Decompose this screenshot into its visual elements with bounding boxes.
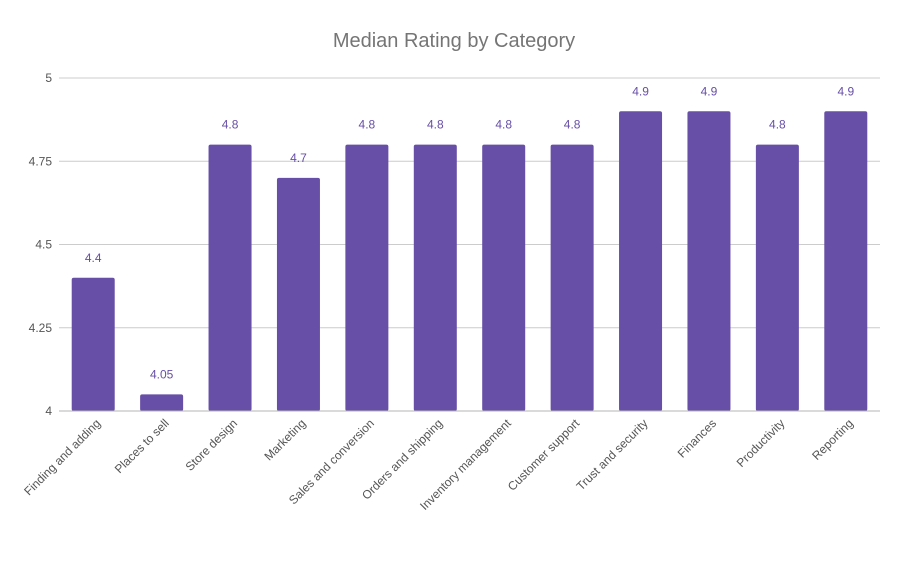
y-axis-ticks: 4 4.25 4.5 4.75 5 bbox=[29, 71, 53, 418]
y-tick-label: 4.75 bbox=[29, 154, 53, 168]
data-label: 4.9 bbox=[837, 84, 854, 98]
x-axis-labels: Finding and adding Places to sell Store de… bbox=[21, 416, 856, 513]
bar bbox=[550, 144, 594, 411]
bar bbox=[208, 144, 252, 411]
y-tick-label: 4.5 bbox=[35, 238, 52, 252]
data-label: 4.8 bbox=[769, 118, 786, 132]
x-tick-label: Productivity bbox=[734, 416, 788, 470]
y-tick-label: 4.25 bbox=[29, 321, 53, 335]
bar bbox=[71, 277, 115, 411]
chart-title: Median Rating by Category bbox=[333, 30, 575, 52]
bar bbox=[140, 394, 184, 411]
x-tick-label: Trust and security bbox=[574, 416, 651, 493]
data-label: 4.9 bbox=[701, 84, 718, 98]
x-tick-label: Reporting bbox=[809, 416, 856, 463]
data-labels: 4.4 4.05 4.8 4.7 4.8 4.8 4.8 4.8 4.9 4.9 4.8 4.9 bbox=[85, 84, 855, 381]
x-tick-label: Finding and adding bbox=[21, 416, 103, 498]
bar bbox=[824, 111, 868, 412]
data-label: 4.8 bbox=[427, 118, 444, 132]
bar bbox=[482, 144, 526, 411]
bar bbox=[345, 144, 389, 411]
y-tick-label: 4 bbox=[45, 404, 52, 418]
x-tick-label: Customer support bbox=[505, 416, 583, 494]
bar bbox=[687, 111, 731, 412]
bar bbox=[413, 144, 457, 411]
data-label: 4.8 bbox=[495, 118, 512, 132]
data-label: 4.8 bbox=[222, 118, 239, 132]
data-label: 4.9 bbox=[632, 84, 649, 98]
gridlines bbox=[59, 77, 880, 329]
bars bbox=[71, 111, 868, 412]
data-label: 4.7 bbox=[290, 151, 307, 165]
x-tick-label: Marketing bbox=[261, 416, 308, 463]
bar bbox=[619, 111, 663, 412]
data-label: 4.05 bbox=[150, 367, 174, 381]
data-label: 4.4 bbox=[85, 251, 102, 265]
x-tick-label: Store design bbox=[183, 416, 241, 474]
data-label: 4.8 bbox=[564, 118, 581, 132]
x-tick-label: Places to sell bbox=[112, 416, 172, 476]
bar bbox=[276, 177, 320, 411]
y-tick-label: 5 bbox=[45, 71, 52, 85]
x-tick-label: Finances bbox=[675, 416, 719, 460]
data-label: 4.8 bbox=[359, 118, 376, 132]
bar bbox=[755, 144, 799, 411]
